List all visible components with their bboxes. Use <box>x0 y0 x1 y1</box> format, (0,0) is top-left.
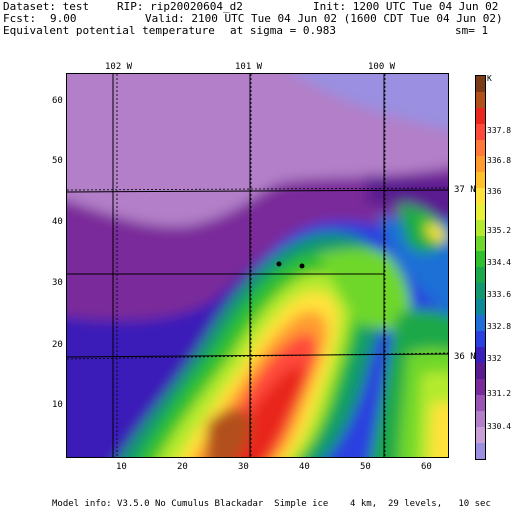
lon-label-100w: 100 W <box>368 62 396 72</box>
colorbar-segment <box>476 76 485 92</box>
colorbar-segment <box>476 219 485 236</box>
colorbar-label: 335.2 <box>487 226 512 235</box>
colorbar-segment <box>476 251 485 268</box>
colorbar-label: 337.8 <box>487 126 512 135</box>
colorbar-segment <box>476 283 485 300</box>
y-tick-20: 20 <box>52 340 63 350</box>
colorbar-segment <box>476 235 485 252</box>
colorbar-segment <box>476 315 485 332</box>
fcst-label: Fcst: <box>3 12 37 25</box>
x-tick-10: 10 <box>116 462 127 472</box>
contour-map <box>66 73 449 458</box>
colorbar-segment <box>476 299 485 316</box>
colorbar-label: 334.4 <box>487 258 512 267</box>
colorbar-segment <box>476 139 485 156</box>
y-tick-50: 50 <box>52 156 63 166</box>
colorbar-segment <box>476 395 485 412</box>
fcst-value: 9.00 <box>50 12 77 25</box>
colorbar-segment <box>476 155 485 172</box>
dataset-label: Dataset: test <box>3 0 90 13</box>
field-title: Equivalent potential temperature <box>3 24 215 37</box>
colorbar-segment <box>476 107 485 124</box>
lon-label-101w: 101 W <box>235 62 263 72</box>
colorbar-segment <box>476 203 485 220</box>
colorbar-label: 331.2 <box>487 389 512 398</box>
lat-label-36n: 36 N <box>454 352 476 362</box>
colorbar-unit: K <box>487 74 492 83</box>
y-tick-10: 10 <box>52 400 63 410</box>
x-tick-30: 30 <box>238 462 249 472</box>
colorbar-label: 336.8 <box>487 156 512 165</box>
valid-label: Valid: 2100 UTC Tue 04 Jun 02 (1600 CDT … <box>145 12 503 25</box>
y-tick-40: 40 <box>52 217 63 227</box>
county-borders <box>67 74 448 457</box>
sm-label: sm= 1 <box>455 24 489 37</box>
colorbar-label: 332.8 <box>487 322 512 331</box>
colorbar-segment <box>476 347 485 364</box>
colorbar-segment <box>476 379 485 396</box>
colorbar-segment <box>476 171 485 188</box>
colorbar-segment <box>476 331 485 348</box>
colorbar-segment <box>476 123 485 140</box>
colorbar-segment <box>476 91 485 108</box>
lon-label-102w: 102 W <box>105 62 133 72</box>
colorbar-segment <box>476 411 485 427</box>
colorbar-segment <box>476 187 485 204</box>
x-tick-60: 60 <box>421 462 432 472</box>
lat-label-37n: 37 N <box>454 185 476 195</box>
model-info-footer: Model info: V3.5.0 No Cumulus Blackadar … <box>52 499 491 509</box>
init-label: Init: 1200 UTC Tue 04 Jun 02 <box>313 0 499 13</box>
colorbar-label: 333.6 <box>487 290 512 299</box>
graticule-lines <box>67 74 448 457</box>
x-tick-20: 20 <box>177 462 188 472</box>
colorbar <box>475 75 486 460</box>
station-marker-2 <box>299 263 305 269</box>
sigma-label: at sigma = 0.983 <box>230 24 336 37</box>
rip-label: RIP: rip20020604_d2 <box>117 0 243 13</box>
colorbar-segment <box>476 363 485 380</box>
colorbar-segment <box>476 442 485 459</box>
colorbar-label: 332 <box>487 354 502 363</box>
colorbar-segment <box>476 426 485 443</box>
colorbar-label: 330.4 <box>487 422 512 431</box>
contour-field <box>67 74 448 457</box>
station-marker-1 <box>276 261 282 267</box>
colorbar-segment <box>476 267 485 284</box>
y-tick-60: 60 <box>52 96 63 106</box>
y-tick-30: 30 <box>52 278 63 288</box>
x-tick-40: 40 <box>299 462 310 472</box>
x-tick-50: 50 <box>360 462 371 472</box>
colorbar-label: 336 <box>487 187 502 196</box>
